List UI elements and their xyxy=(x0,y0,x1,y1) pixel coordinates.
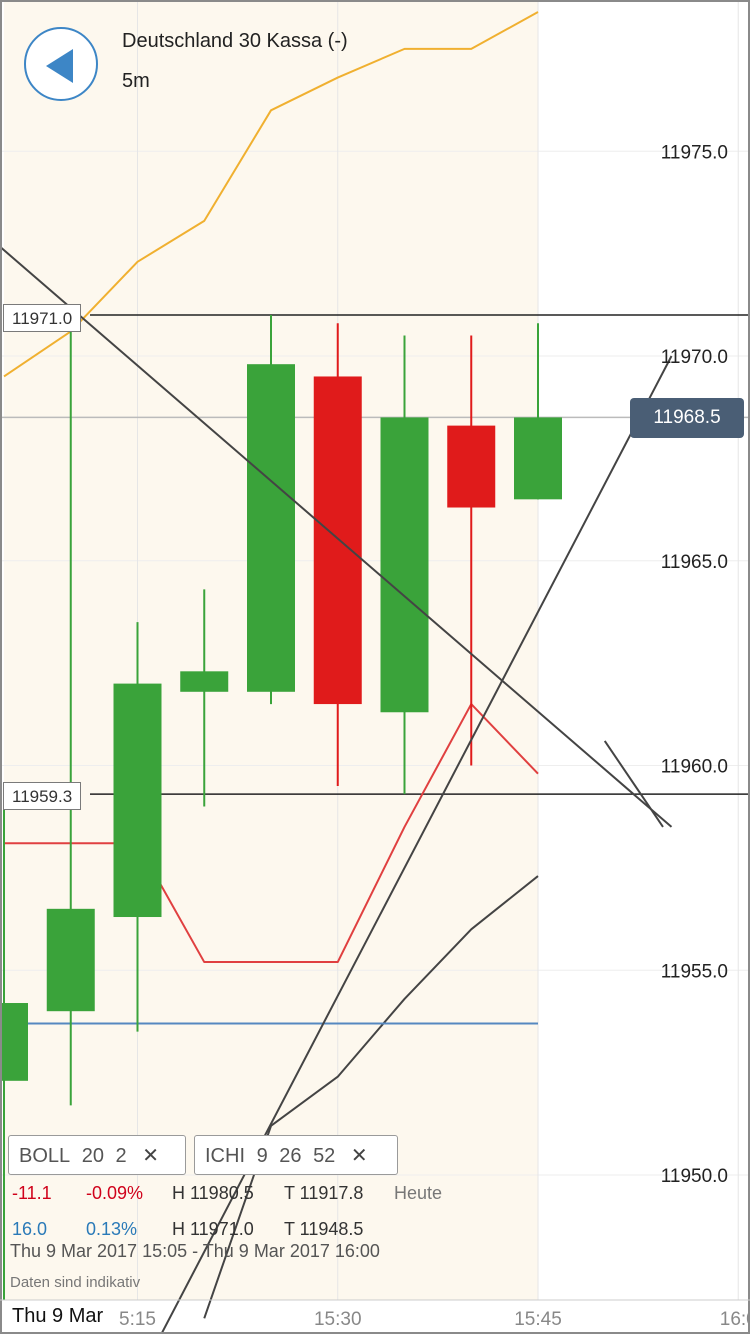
disclaimer: Daten sind indikativ xyxy=(10,1274,141,1291)
indicator-name: ICHI xyxy=(205,1145,245,1167)
indicator-chip-ichi[interactable]: ICHI 9 26 52 ✕ xyxy=(194,1135,398,1175)
low-value: T 11948.5 xyxy=(284,1219,364,1239)
candle-body-down xyxy=(313,376,362,705)
candle-body-up xyxy=(113,683,162,918)
indicator-param: 52 xyxy=(313,1145,336,1167)
trendline-down xyxy=(0,245,673,828)
close-icon[interactable]: ✕ xyxy=(142,1145,159,1167)
current-price-tag: 11968.5 xyxy=(630,398,744,438)
candle-body-up xyxy=(514,417,562,500)
candle-body-up xyxy=(0,1003,28,1081)
instrument-title: Deutschland 30 Kassa (-) xyxy=(122,30,348,52)
candle-body-up xyxy=(380,417,429,713)
y-tick-label: 11965.0 xyxy=(661,552,728,573)
change-percent: -0.09% xyxy=(86,1183,144,1203)
candle-body-up xyxy=(247,364,295,692)
period-label: Heute xyxy=(394,1183,443,1203)
y-tick-label: 11960.0 xyxy=(661,757,728,778)
low-value: T 11917.8 xyxy=(284,1183,364,1203)
date-range: Thu 9 Mar 2017 15:05 - Thu 9 Mar 2017 16… xyxy=(10,1241,380,1261)
high-value: H 11971.0 xyxy=(172,1219,254,1239)
back-arrow-icon xyxy=(46,49,73,83)
y-tick-label: 11955.0 xyxy=(661,961,728,982)
indicator-chip-boll[interactable]: BOLL 20 2 ✕ xyxy=(8,1135,186,1175)
back-button[interactable] xyxy=(24,27,98,101)
high-value: H 11980.5 xyxy=(172,1183,254,1203)
x-tick-label: 5:15 xyxy=(119,1309,156,1330)
x-tick-label: 16:0 xyxy=(720,1309,750,1330)
x-tick-label: 15:30 xyxy=(314,1309,362,1330)
close-icon[interactable]: ✕ xyxy=(350,1145,368,1167)
change-value: -11.1 xyxy=(12,1183,52,1203)
candle-body-up xyxy=(180,671,229,692)
level-tag-high[interactable]: 11971.0 xyxy=(3,304,82,332)
x-tick-label: 15:45 xyxy=(514,1309,562,1330)
y-tick-label: 11975.0 xyxy=(661,142,728,163)
candle-body-up xyxy=(46,908,95,1012)
change-value: 16.0 xyxy=(12,1219,48,1239)
trendline-up xyxy=(160,355,673,1334)
indicator-param: 20 xyxy=(81,1145,104,1167)
x-date-label: Thu 9 Mar xyxy=(12,1305,104,1327)
indicator-name: BOLL xyxy=(19,1145,71,1167)
indicator-param: 26 xyxy=(279,1145,302,1167)
level-tag-low[interactable]: 11959.3 xyxy=(3,782,82,810)
indicator-param: 2 xyxy=(115,1145,127,1167)
timeframe-label[interactable]: 5m xyxy=(122,70,150,92)
trendline-down-ext xyxy=(603,740,664,828)
candle-body-down xyxy=(447,425,496,508)
y-tick-label: 11970.0 xyxy=(661,347,728,368)
upper-band-line xyxy=(3,11,539,378)
y-tick-label: 11950.0 xyxy=(661,1166,728,1187)
indicator-param: 9 xyxy=(256,1145,268,1167)
change-percent: 0.13% xyxy=(86,1219,138,1239)
